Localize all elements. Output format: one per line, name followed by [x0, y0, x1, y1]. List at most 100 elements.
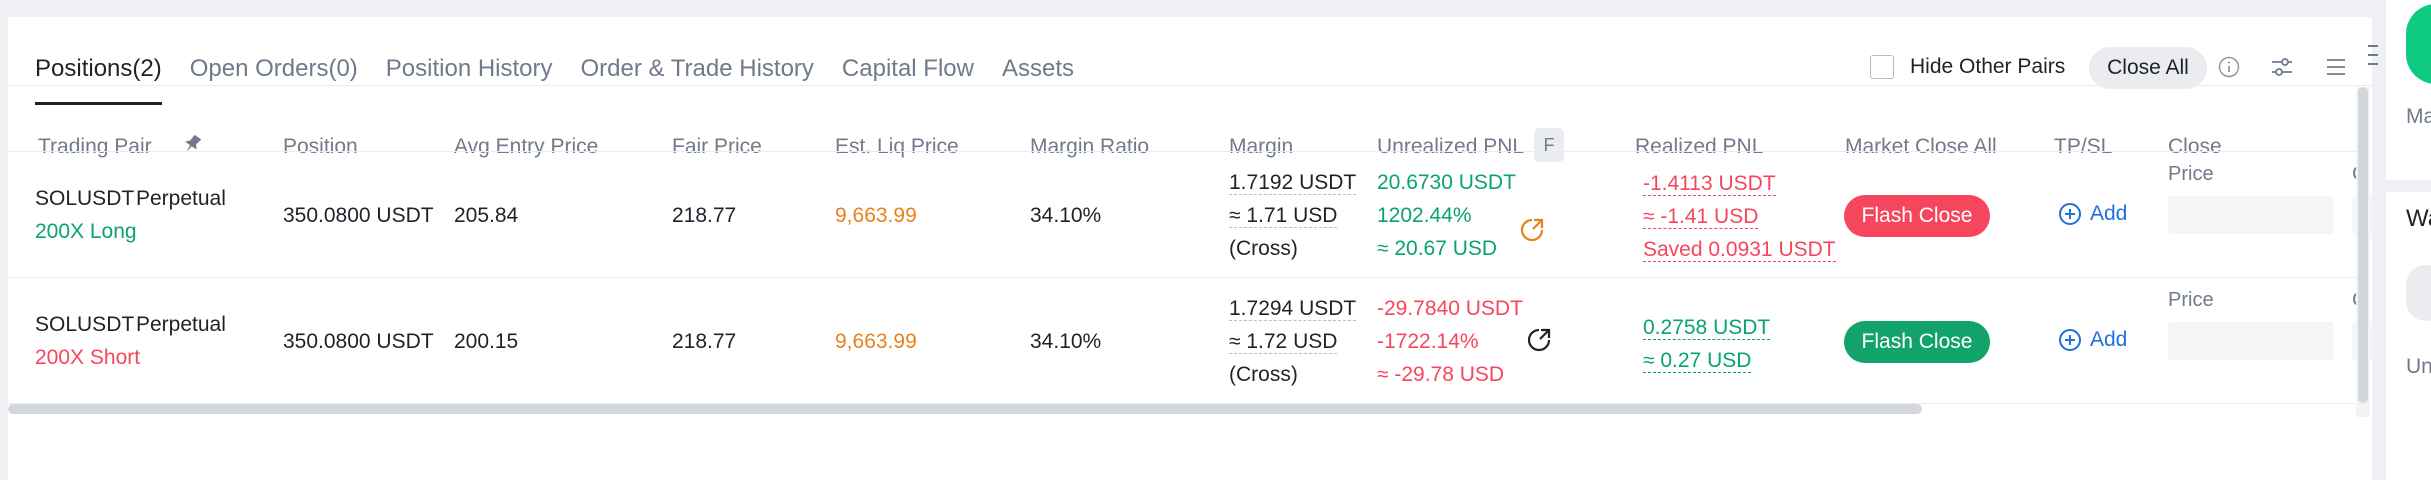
- col-market-close-all: Market Close All: [1845, 135, 1997, 158]
- unrealized-pnl-usdt: -29.7840 USDT: [1377, 297, 1523, 320]
- col-est-liq-price: Est. Liq Price: [835, 135, 959, 158]
- unrealized-pnl-usd: ≈ -29.78 USD: [1377, 363, 1505, 386]
- trading-pair-symbol[interactable]: SOLUSDT: [35, 313, 135, 336]
- tab-divider: [8, 85, 2372, 86]
- unrealized-pnl-percent: -1722.14%: [1377, 330, 1479, 353]
- realized-pnl-usd-value: ≈ -1.41 USD: [1643, 205, 1759, 229]
- add-tpsl-button[interactable]: Add: [2058, 328, 2127, 352]
- margin-usd: ≈ 1.72 USD: [1229, 330, 1338, 354]
- close-price-label: Price: [2168, 163, 2214, 185]
- margin-usdt-value[interactable]: 1.7294 USDT: [1229, 297, 1357, 321]
- more-icon[interactable]: [2368, 43, 2378, 69]
- realized-pnl-usdt: -1.4113 USDT: [1643, 169, 1776, 199]
- tab-open-orders[interactable]: Open Orders(0): [189, 55, 358, 82]
- positions-panel: Positions(2) Open Orders(0) Position His…: [8, 17, 2378, 480]
- list-icon[interactable]: [2324, 55, 2348, 79]
- margin-mode[interactable]: (Cross): [1229, 363, 1298, 386]
- col-realized-pnl: Realized PNL: [1635, 135, 1764, 158]
- flash-close-button[interactable]: Flash Close: [1844, 321, 1990, 363]
- vertical-scrollbar[interactable]: [2358, 87, 2368, 403]
- tab-order-trade-history[interactable]: Order & Trade History: [580, 55, 814, 82]
- col-close: Close: [2168, 135, 2222, 158]
- unrealized-pnl-usdt: 20.6730 USDT: [1377, 171, 1516, 194]
- margin-usd: ≈ 1.71 USD: [1229, 204, 1338, 228]
- realized-pnl-usdt-value[interactable]: 0.2758 USDT: [1643, 316, 1771, 340]
- row-divider: [8, 403, 2358, 404]
- top-strip: [8, 17, 1813, 27]
- add-label: Add: [2090, 202, 2128, 225]
- close-price-input[interactable]: [2168, 196, 2334, 234]
- close-all-button[interactable]: Close All: [2089, 47, 2207, 89]
- plus-circle-icon: [2059, 203, 2081, 225]
- plus-circle-icon: [2059, 329, 2081, 351]
- margin-usdt: 1.7192 USDT: [1229, 171, 1357, 195]
- tab-position-history[interactable]: Position History: [385, 55, 553, 82]
- unrealized-pnl-usd: ≈ 20.67 USD: [1377, 237, 1498, 260]
- margin-usdt-value[interactable]: 1.7192 USDT: [1229, 171, 1357, 195]
- hide-other-pairs-checkbox[interactable]: [1870, 55, 1894, 79]
- tab-capital-flow[interactable]: Capital Flow: [841, 55, 974, 82]
- add-tpsl-button[interactable]: Add: [2058, 202, 2127, 226]
- pin-icon[interactable]: [180, 132, 204, 158]
- contract-type: Perpetual: [136, 187, 226, 210]
- add-label: Add: [2090, 328, 2128, 351]
- tab-positions[interactable]: Positions(2): [35, 35, 162, 105]
- est-liq-price: 9,663.99: [835, 204, 917, 227]
- row-divider: [8, 277, 2358, 278]
- realized-pnl-saved-value: Saved 0.0931 USDT: [1643, 238, 1836, 262]
- margin-ratio: 34.10%: [1030, 330, 1102, 353]
- tab-assets[interactable]: Assets: [1001, 55, 1074, 82]
- position-size: 350.0800 USDT: [283, 204, 434, 227]
- position-size: 350.0800 USDT: [283, 330, 434, 353]
- share-icon[interactable]: [1526, 327, 1552, 353]
- tab-bar: Positions(2) Open Orders(0) Position His…: [35, 35, 1102, 105]
- col-unrealized-pnl: Unrealized PNL: [1377, 135, 1525, 158]
- realized-pnl-usdt: 0.2758 USDT: [1643, 313, 1771, 343]
- close-price-input[interactable]: [2168, 322, 2334, 360]
- margin-mode[interactable]: (Cross): [1229, 237, 1298, 260]
- header-divider: [8, 151, 2358, 152]
- fair-price: 218.77: [672, 330, 737, 353]
- green-action-button[interactable]: [2406, 4, 2431, 84]
- filter-icon[interactable]: [2270, 55, 2294, 79]
- avg-entry-price: 205.84: [454, 204, 519, 227]
- hide-other-pairs-label: Hide Other Pairs: [1910, 55, 2066, 78]
- hide-other-pairs-toggle[interactable]: Hide Other Pairs: [1870, 55, 2065, 79]
- right-panel-pill[interactable]: [2406, 265, 2431, 321]
- flash-close-button[interactable]: Flash Close: [1844, 195, 1990, 237]
- realized-pnl-usd-value: ≈ 0.27 USD: [1643, 349, 1752, 373]
- horizontal-scrollbar[interactable]: [8, 404, 1922, 414]
- est-liq-price: 9,663.99: [835, 330, 917, 353]
- col-position: Position: [283, 135, 358, 158]
- right-side-panel: Ma Wa Un: [2386, 0, 2431, 480]
- realized-pnl-usd: ≈ -1.41 USD: [1643, 202, 1759, 232]
- col-trading-pair: Trading Pair: [38, 135, 152, 158]
- avg-entry-price: 200.15: [454, 330, 519, 353]
- unrealized-pnl-mode-badge[interactable]: F: [1534, 128, 1564, 162]
- fair-price: 218.77: [672, 204, 737, 227]
- trading-pair-symbol[interactable]: SOLUSDT: [35, 187, 135, 210]
- right-panel-title: Wa: [2406, 205, 2431, 232]
- realized-pnl-usd: ≈ 0.27 USD: [1643, 346, 1752, 376]
- unrealized-pnl-percent: 1202.44%: [1377, 204, 1472, 227]
- leverage-side: 200X Long: [35, 220, 137, 243]
- col-margin-ratio: Margin Ratio: [1030, 135, 1150, 158]
- col-fair-price: Fair Price: [672, 135, 762, 158]
- contract-type: Perpetual: [136, 313, 226, 336]
- share-icon[interactable]: [1519, 217, 1545, 243]
- close-price-label: Price: [2168, 289, 2214, 311]
- col-tp-sl: TP/SL: [2054, 135, 2113, 158]
- info-icon[interactable]: [2218, 56, 2240, 78]
- realized-pnl-saved: Saved 0.0931 USDT: [1643, 235, 1836, 265]
- right-panel-divider: [2386, 180, 2431, 192]
- col-margin: Margin: [1229, 135, 1294, 158]
- right-panel-label-ma: Ma: [2406, 105, 2431, 128]
- margin-usd-value: ≈ 1.72 USD: [1229, 330, 1338, 354]
- margin-ratio: 34.10%: [1030, 204, 1102, 227]
- right-panel-label-un: Un: [2406, 355, 2431, 378]
- leverage-side: 200X Short: [35, 346, 141, 369]
- margin-usd-value: ≈ 1.71 USD: [1229, 204, 1338, 228]
- realized-pnl-usdt-value[interactable]: -1.4113 USDT: [1643, 172, 1776, 196]
- margin-usdt: 1.7294 USDT: [1229, 297, 1357, 321]
- col-avg-entry-price: Avg Entry Price: [454, 135, 599, 158]
